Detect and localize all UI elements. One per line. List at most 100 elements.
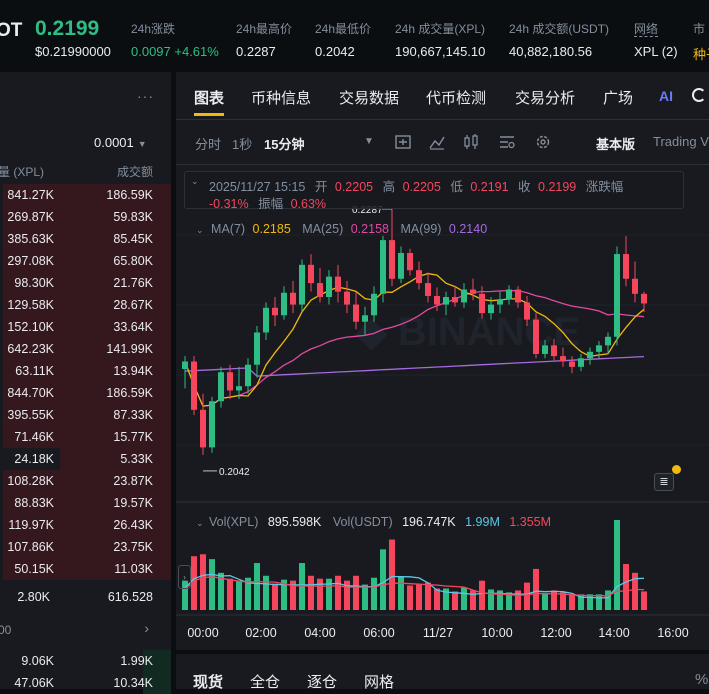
tab-isolated[interactable]: 逐仓 [307,674,338,691]
ohlc-legend: 2025/11/27 15:15 开 0.2205 高 0.2205 低 0.2… [184,171,684,211]
bid-row[interactable]: 47.06K 10.34K [0,672,171,694]
candle-type-icon[interactable] [462,133,480,151]
fee-percent-icon[interactable]: % [695,671,709,688]
vol-collapse-icon[interactable]: ⌄ [196,518,204,528]
tab-token-check[interactable]: 代币检测 [426,90,487,107]
volume-bar [416,584,422,610]
row-qty: 107.86K [7,540,54,554]
tab-token-info[interactable]: 币种信息 [251,90,312,107]
interval-1s-button[interactable]: 1秒 [232,137,253,152]
open-label: 开 [314,180,328,194]
view-tradingview-button[interactable]: Trading V [653,134,709,149]
orderbook-separator[interactable]: 00 › [0,618,171,642]
x-tick-label: 12:00 [540,626,571,640]
close-label: 收 [518,180,531,194]
interval-15m-button[interactable]: 15分钟 [264,137,305,152]
usd-price: $0.21990000 [35,44,111,59]
tab-chart[interactable]: 图表 [194,87,225,116]
ask-row[interactable]: 107.86K 23.75K [0,536,171,558]
ask-row[interactable]: 108.28K 23.87K [0,470,171,492]
ask-row[interactable]: 88.83K 19.57K [0,492,171,514]
stat-network[interactable]: 网络 XPL (2) [634,20,678,59]
volume-bar [254,563,260,610]
depth-bar [59,448,171,470]
volume-bar [614,520,620,610]
tab-trade-analysis[interactable]: 交易分析 [515,90,576,107]
open-value: 0.2205 [334,180,374,194]
ask-row[interactable]: 129.58K 28.67K [0,294,171,316]
ask-row[interactable]: 844.70K 186.59K [0,382,171,404]
stat-24h-turnover: 24h 成交额(USDT) 40,882,180.56 [509,20,609,59]
tab-cross[interactable]: 全仓 [250,674,281,691]
theme-icon[interactable] [692,88,706,102]
candle-body [335,276,341,292]
low-value: 0.2191 [470,180,509,194]
row-total: 26.43K [113,518,153,532]
ask-row[interactable]: 297.08K 65.80K [0,250,171,272]
ma7-line [184,272,645,407]
bid-row[interactable]: 9.06K 1.99K [0,650,171,672]
ask-row[interactable]: 385.63K 85.45K [0,228,171,250]
ask-row[interactable]: 152.10K 33.64K [0,316,171,338]
ask-row[interactable]: 71.46K 15.77K [0,426,171,448]
volume-bar [461,587,467,610]
volume-bar [209,559,215,610]
symbol-label[interactable]: OT [0,20,23,41]
tab-square[interactable]: 广场 [603,90,634,107]
row-qty: 841.27K [7,188,54,202]
candle-body [605,336,611,346]
ask-row[interactable]: 98.30K 21.76K [0,272,171,294]
ask-row[interactable]: 50.15K 11.03K [0,558,171,580]
ask-row[interactable]: 642.23K 141.99K [0,338,171,360]
news-feed-icon[interactable]: ≣ [654,473,674,491]
pane-resize-handle[interactable]: › [178,565,191,589]
x-tick-label: 10:00 [481,626,512,640]
ask-row[interactable]: 119.97K 26.43K [0,514,171,536]
indicator-icon[interactable] [394,133,412,151]
row-qty: 129.58K [7,298,54,312]
tick-size-select[interactable]: 0.0001 ▼ [94,135,147,150]
tab-grid[interactable]: 网格 [364,674,395,691]
ma-collapse-icon[interactable]: ⌄ [196,225,204,235]
more-dots-icon[interactable]: ··· [137,88,154,104]
ma99-label: MA(99) [400,222,442,236]
x-tick-label: 16:00 [657,626,688,640]
depth-bar [3,228,171,250]
tab-trade-data[interactable]: 交易数据 [339,90,400,107]
volume-bar [434,588,440,610]
candle-body [281,292,287,316]
drawing-line-icon[interactable] [428,133,446,151]
volume-bar [380,549,386,610]
ai-icon[interactable]: AI [659,88,673,104]
row-qty: 9.06K [21,654,54,668]
depth-bar [3,250,171,272]
row-qty: 47.06K [14,676,54,690]
candlestick-chart[interactable]: ◆ BINANCE 00:00 02:00 04:00 06:00 11/27 10:00… [176,165,709,651]
depth-bar [3,492,171,514]
ask-row[interactable]: 841.27K 186.59K [0,184,171,206]
collapse-chevron-icon[interactable]: ⌄ [191,176,199,186]
ask-row[interactable]: 269.87K 59.83K [0,206,171,228]
row-total: 85.45K [113,232,153,246]
chart-area[interactable]: ◆ BINANCE 00:00 02:00 04:00 06:00 11/27 10:00… [176,164,709,650]
ask-row[interactable]: 63.11K 13.94K [0,360,171,382]
gear-icon[interactable] [534,133,552,151]
volume-bar [362,584,368,610]
volume-bar [290,580,296,610]
settings-list-icon[interactable] [498,133,516,151]
tab-spot[interactable]: 现货 [193,674,224,691]
time-share-button[interactable]: 分时 [195,137,222,152]
ask-row[interactable]: 24.18K 5.33K [0,448,171,470]
volume-bar [371,577,377,610]
candle-body [596,345,602,352]
chart-tabs: 图表 币种信息 交易数据 代币检测 交易分析 广场 AI [176,72,709,120]
vol-ma-a-path [184,573,645,599]
ma25-value: 0.2158 [350,222,389,236]
stat-value: 0.2287 [236,44,276,59]
candle-body [641,293,647,304]
candle-body [497,299,503,305]
ask-row[interactable]: 395.55K 87.33K [0,404,171,426]
view-basic-button[interactable]: 基本版 [596,137,636,152]
interval-dropdown-icon[interactable]: ▼ [364,136,374,147]
chart-toolbar: 分时 1秒 15分钟 ▼ 基本版 Trading V [176,124,709,160]
